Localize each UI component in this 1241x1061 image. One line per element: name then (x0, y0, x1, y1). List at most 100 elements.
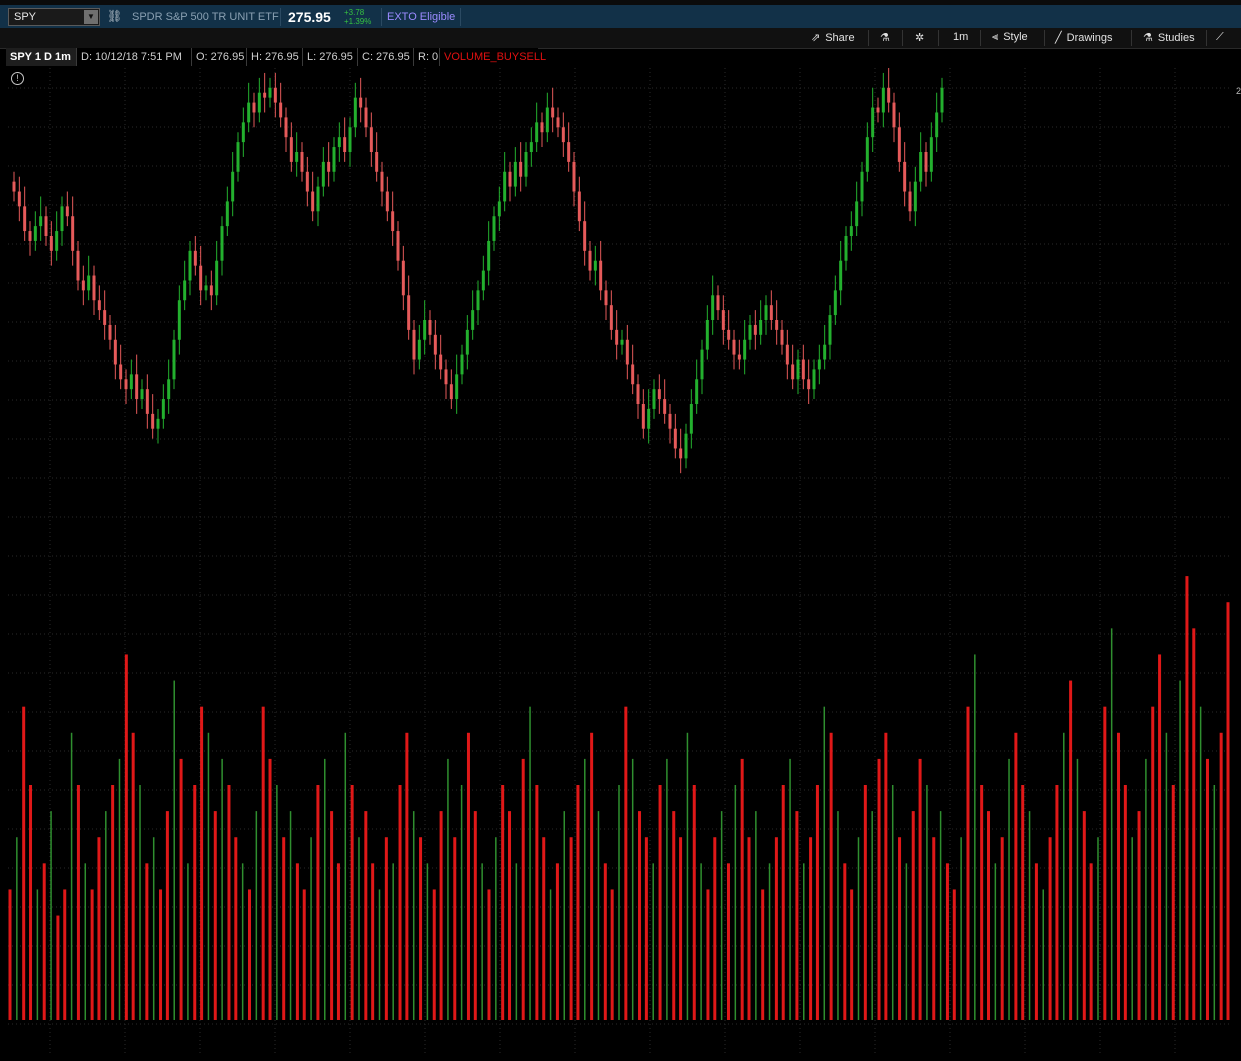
volume-bar-sell (1151, 706, 1155, 1020)
volume-bar-sell (945, 863, 949, 1020)
volume-bar-sell (774, 837, 778, 1020)
candle-body (817, 359, 821, 370)
candle-body (433, 334, 437, 355)
volume-bar-sell (268, 758, 272, 1020)
drawings-label: Drawings (1066, 32, 1113, 44)
volume-bar-sell (56, 915, 60, 1020)
candle-body (391, 211, 395, 232)
volume-bar-sell (932, 837, 936, 1020)
candle-body (193, 250, 197, 266)
volume-bar-sell (521, 758, 525, 1020)
candle-body (321, 161, 325, 187)
candle-body (204, 285, 208, 291)
candle-body (849, 226, 853, 236)
volume-bar-buy (755, 811, 757, 1020)
flask-button[interactable]: ⚗ (880, 31, 895, 44)
volume-bar-buy (1165, 732, 1168, 1020)
chart-toolbar: ⇗ Share ⚗ ✲ 1m ⫷ Style ╱ Drawings ⚗ Studies … (0, 28, 1241, 49)
candle-body (540, 122, 544, 133)
drawings-button[interactable]: ╱ Drawings (1055, 31, 1112, 44)
volume-bar-sell (911, 811, 915, 1020)
volume-bar-sell (432, 889, 436, 1020)
settings-button[interactable]: ✲ (915, 31, 929, 44)
volume-bar-sell (569, 837, 573, 1020)
volume-bar-sell (795, 811, 799, 1020)
gear-icon: ✲ (915, 32, 925, 44)
chevron-down-icon[interactable]: ▼ (84, 10, 98, 24)
volume-bar-sell (1000, 837, 1004, 1020)
candle-body (860, 171, 864, 202)
share-label: Share (825, 32, 855, 44)
candle-body (113, 339, 117, 365)
divider (980, 30, 981, 46)
candle-body (663, 399, 667, 414)
volume-bar-sell (843, 863, 847, 1020)
candle-body (55, 231, 59, 251)
volume-bar-sell (200, 706, 204, 1020)
pencil-line-icon: ╱ (1055, 32, 1062, 44)
candle-body (359, 97, 363, 108)
alert-icon[interactable]: ! (11, 72, 24, 85)
window-top-strip (0, 0, 1241, 5)
candle-body (903, 161, 907, 192)
volume-bar-sell (706, 889, 710, 1020)
candle-body (225, 201, 229, 227)
volume-bar-sell (1219, 732, 1223, 1020)
candle-body (577, 191, 581, 222)
volume-bar-sell (1069, 680, 1073, 1020)
candle-body (913, 181, 917, 212)
timeframe-button[interactable]: 1m (953, 31, 968, 43)
volume-bar-sell (1123, 785, 1127, 1020)
pattern-icon: ⟋ (1216, 31, 1224, 43)
symbol-text[interactable]: SPY (14, 11, 37, 23)
pattern-button[interactable]: ⟋ (1216, 31, 1229, 44)
candle-body (593, 260, 597, 271)
volume-bar-sell (213, 811, 217, 1020)
volume-bar-sell (535, 785, 539, 1020)
candle-body (855, 201, 859, 227)
candle-body (236, 142, 240, 172)
candle-body (940, 87, 944, 113)
study-label[interactable]: VOLUME_BUYSELL (444, 51, 547, 63)
volume-bar-sell (590, 732, 594, 1020)
volume-bar-buy (392, 863, 394, 1020)
volume-bar-sell (384, 837, 388, 1020)
volume-bar-buy (1213, 785, 1216, 1020)
candle-body (289, 137, 293, 162)
divider (280, 8, 281, 26)
volume-bar-sell (466, 732, 470, 1020)
style-label: Style (1003, 31, 1028, 43)
candle-body (737, 354, 741, 360)
candle-body (604, 290, 608, 306)
symbol-selector[interactable]: SPY ▼ (8, 8, 100, 26)
volume-bar-buy (652, 863, 654, 1020)
candle-body (780, 329, 784, 345)
volume-bar-sell (1055, 785, 1059, 1020)
volume-bar-sell (282, 837, 286, 1020)
candle-body (631, 364, 635, 385)
candle-body (881, 87, 885, 113)
candle-body (732, 339, 736, 355)
candle-body (833, 290, 837, 316)
candle-body (12, 181, 16, 192)
candle-body (572, 161, 576, 192)
divider (1206, 30, 1207, 46)
candle-body (33, 226, 37, 241)
volume-bar-buy (358, 837, 360, 1020)
candle-body (625, 339, 629, 365)
volume-bar-sell (350, 785, 354, 1020)
style-button[interactable]: ⫷ Style (992, 31, 1028, 44)
link-icon[interactable]: ⛓ (107, 9, 123, 23)
infobar-open: O: 276.95 (192, 48, 247, 66)
price-volume-chart[interactable] (0, 48, 1241, 1061)
candle-body (311, 191, 315, 212)
volume-bar-sell (884, 732, 888, 1020)
price-axis[interactable] (1232, 66, 1241, 1056)
candle-body (396, 231, 400, 261)
share-button[interactable]: ⇗ Share (811, 31, 855, 44)
studies-button[interactable]: ⚗ Studies (1143, 31, 1195, 44)
candle-body (871, 107, 875, 138)
candle-body (28, 231, 32, 241)
candle-body (167, 379, 171, 400)
volume-bar-sell (952, 889, 956, 1020)
